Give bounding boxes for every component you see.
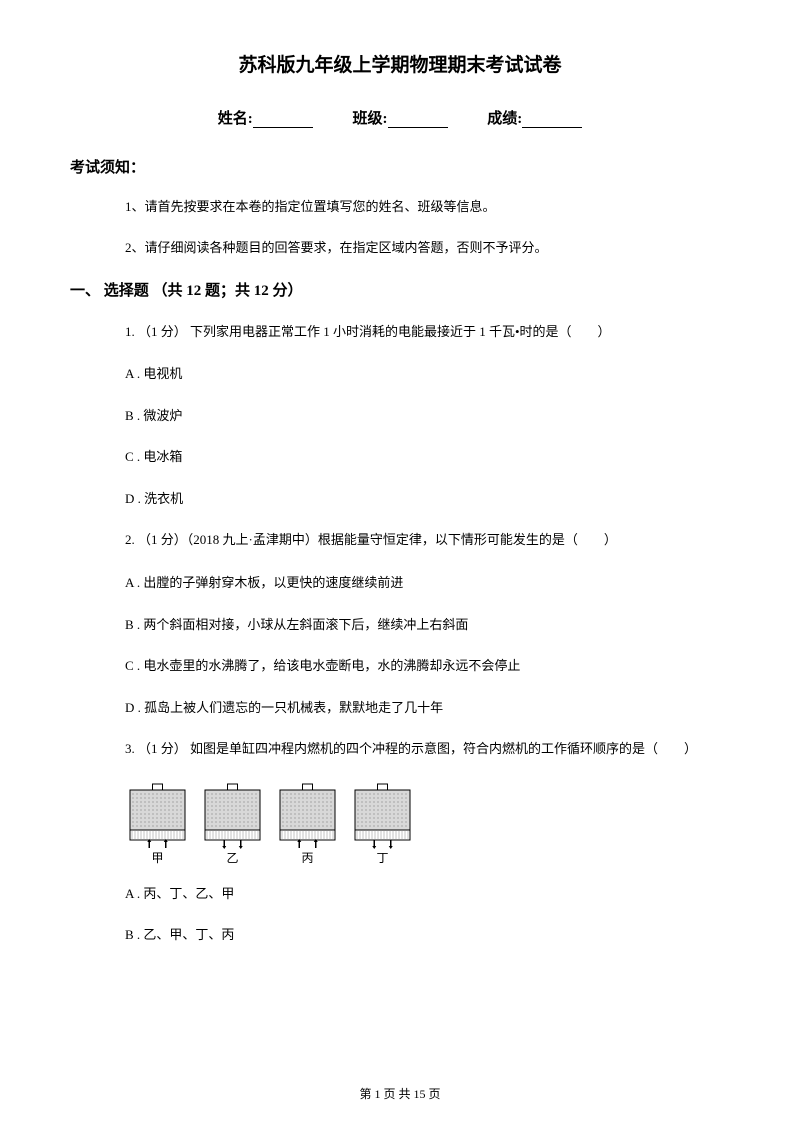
page-footer: 第 1 页 共 15 页 [0,1085,800,1102]
svg-text:乙: 乙 [226,851,238,865]
engine-cylinders-svg: 甲乙丙丁 [125,782,425,872]
q2-option-a: A . 出膛的子弹射穿木板，以更快的速度继续前进 [125,573,730,593]
score-blank [522,114,582,128]
student-info-line: 姓名: 班级: 成绩: [70,107,730,128]
svg-text:丁: 丁 [376,851,388,865]
q1-option-c: C . 电冰箱 [125,447,730,467]
q2-option-b: B . 两个斜面相对接，小球从左斜面滚下后，继续冲上右斜面 [125,615,730,635]
q1-option-a: A . 电视机 [125,364,730,384]
q3-option-a: A . 丙、丁、乙、甲 [125,884,730,904]
name-label: 姓名: [218,111,253,127]
svg-text:甲: 甲 [151,851,163,865]
exam-title: 苏科版九年级上学期物理期末考试试卷 [70,50,730,77]
question-1: 1. （1 分） 下列家用电器正常工作 1 小时消耗的电能最接近于 1 千瓦•时… [125,322,730,343]
q3-option-b: B . 乙、甲、丁、丙 [125,925,730,945]
q2-option-d: D . 孤岛上被人们遗忘的一只机械表，默默地走了几十年 [125,698,730,718]
engine-diagram: 甲乙丙丁 [125,782,730,872]
instruction-1: 1、请首先按要求在本卷的指定位置填写您的姓名、班级等信息。 [125,197,730,218]
exam-notes-header: 考试须知： [70,156,730,177]
section-1-title: 一、 选择题 （共 12 题；共 12 分） [70,279,730,300]
question-2: 2. （1 分）（2018 九上·孟津期中）根据能量守恒定律，以下情形可能发生的… [125,530,730,551]
svg-text:丙: 丙 [301,851,313,865]
question-3: 3. （1 分） 如图是单缸四冲程内燃机的四个冲程的示意图，符合内燃机的工作循环… [125,739,730,760]
instruction-2: 2、请仔细阅读各种题目的回答要求，在指定区域内答题，否则不予评分。 [125,238,730,259]
q1-option-d: D . 洗衣机 [125,489,730,509]
q1-option-b: B . 微波炉 [125,406,730,426]
class-blank [388,114,448,128]
name-blank [253,114,313,128]
class-label: 班级: [353,111,388,127]
q2-option-c: C . 电水壶里的水沸腾了，给该电水壶断电，水的沸腾却永远不会停止 [125,656,730,676]
score-label: 成绩: [487,111,522,127]
